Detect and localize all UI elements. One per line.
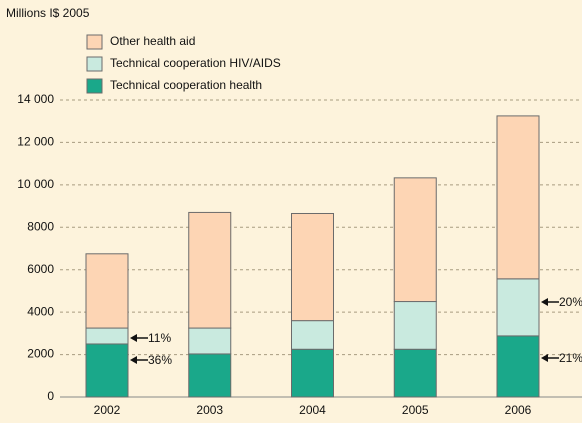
legend-swatch xyxy=(86,78,103,94)
bar-segment xyxy=(393,301,437,350)
annotation: 11% xyxy=(148,331,171,345)
annotation-arrowhead xyxy=(130,356,137,364)
x-tick-label: 2002 xyxy=(94,403,121,417)
y-tick-label: 4000 xyxy=(27,304,54,318)
legend-label: Technical cooperation health xyxy=(110,78,262,92)
annotation-arrowhead xyxy=(541,354,548,362)
bar-segment xyxy=(188,327,232,355)
y-tick-label: 2000 xyxy=(27,347,54,361)
legend-label: Technical cooperation HIV/AIDS xyxy=(110,56,281,70)
y-tick-label: 6000 xyxy=(27,262,54,276)
bar-segment xyxy=(188,353,232,398)
annotation: 20% xyxy=(559,295,582,309)
bar-segment xyxy=(188,211,232,329)
bar-segment xyxy=(85,253,129,329)
bar-segment xyxy=(496,115,540,280)
x-tick-label: 2005 xyxy=(402,403,429,417)
bar-segment xyxy=(85,327,129,345)
y-tick-label: 0 xyxy=(47,389,54,403)
annotation: 21% xyxy=(559,351,582,365)
y-tick-label: 12 000 xyxy=(17,135,54,149)
y-tick-label: 8000 xyxy=(27,219,54,233)
y-tick-label: 14 000 xyxy=(17,92,54,106)
bar-segment xyxy=(496,335,540,398)
annotation-arrowhead xyxy=(541,298,548,306)
x-tick-label: 2006 xyxy=(505,403,532,417)
x-tick-label: 2004 xyxy=(299,403,326,417)
legend-swatch xyxy=(86,56,103,72)
bar-segment xyxy=(393,348,437,398)
bar-segment xyxy=(291,348,334,398)
y-tick-label: 10 000 xyxy=(17,177,54,191)
annotation: 36% xyxy=(148,353,172,367)
bar-segment xyxy=(496,278,540,337)
bar-segment xyxy=(393,177,437,303)
y-axis-label: Millions I$ 2005 xyxy=(6,6,90,20)
bar-segment xyxy=(291,320,334,350)
x-tick-label: 2003 xyxy=(196,403,223,417)
annotation-arrowhead xyxy=(130,334,137,342)
legend-swatch xyxy=(86,34,103,50)
bar-segment xyxy=(85,343,129,398)
legend-label: Other health aid xyxy=(110,34,195,48)
bar-segment xyxy=(291,212,334,322)
